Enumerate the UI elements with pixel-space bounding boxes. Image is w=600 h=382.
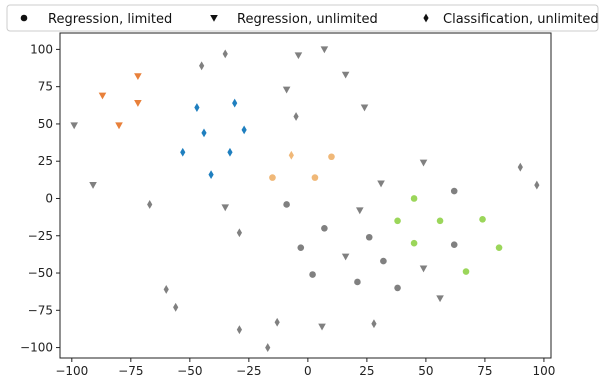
data-point-diamond xyxy=(274,317,280,327)
x-tick-label: −75 xyxy=(118,364,143,378)
y-tick-label: −75 xyxy=(28,303,53,317)
data-point-diamond xyxy=(236,228,243,238)
data-point-circle xyxy=(450,241,458,248)
data-point-circle xyxy=(311,174,319,181)
data-point-triangle-down xyxy=(436,295,444,303)
x-tick-label: 0 xyxy=(304,364,312,378)
y-tick-label: −100 xyxy=(20,341,53,355)
data-point-triangle-down xyxy=(115,122,123,130)
data-point-diamond xyxy=(371,319,377,329)
data-point-circle xyxy=(462,268,470,275)
y-tick-label: −50 xyxy=(28,266,53,280)
data-point-circle xyxy=(321,224,328,232)
legend-label: Regression, limited xyxy=(48,12,172,27)
data-point-diamond xyxy=(147,200,153,209)
data-point-triangle-down xyxy=(320,46,329,54)
data-point-triangle-down xyxy=(70,122,78,130)
data-point-diamond xyxy=(227,147,233,157)
data-point-triangle-down xyxy=(134,73,142,81)
data-point-triangle-down xyxy=(134,100,142,107)
y-tick-label: 50 xyxy=(38,117,53,131)
y-tick-label: 100 xyxy=(30,42,53,56)
data-point-circle xyxy=(354,278,361,286)
data-point-diamond xyxy=(265,343,271,352)
x-axis: −100 −75 −50 −25 0 25 50 75 100 xyxy=(55,358,555,378)
data-point-diamond xyxy=(208,170,214,180)
y-tick-label: 25 xyxy=(38,154,53,168)
data-point-diamond xyxy=(163,285,169,294)
legend-marker-circle xyxy=(20,14,28,22)
data-point-circle xyxy=(410,239,418,247)
data-point-diamond xyxy=(534,180,540,190)
data-point-circle xyxy=(269,174,276,181)
legend-marker-triangle-down xyxy=(210,14,218,22)
data-point-triangle-down xyxy=(89,182,97,189)
data-point-diamond xyxy=(201,128,207,138)
y-tick-label: 0 xyxy=(45,191,53,205)
data-point-triangle-down xyxy=(282,86,291,94)
x-tick-label: −25 xyxy=(236,364,261,378)
data-point-triangle-down xyxy=(341,71,350,79)
data-point-circle xyxy=(410,195,418,202)
data-point-circle xyxy=(450,187,458,195)
data-point-circle xyxy=(495,244,503,251)
x-tick-label: 50 xyxy=(418,364,433,378)
data-point-diamond xyxy=(199,61,205,71)
data-point-diamond xyxy=(173,302,179,312)
data-point-triangle-down xyxy=(341,253,350,261)
data-point-triangle-down xyxy=(377,180,385,188)
data-point-circle xyxy=(394,217,401,225)
data-point-circle xyxy=(328,153,335,161)
plot-frame xyxy=(59,32,552,359)
y-tick-label: 75 xyxy=(38,80,53,94)
data-point-diamond xyxy=(293,112,299,121)
data-point-diamond xyxy=(222,49,228,59)
x-tick-label: 25 xyxy=(359,364,374,378)
x-tick-label: −50 xyxy=(177,364,202,378)
data-point-circle xyxy=(394,284,401,292)
data-point-circle xyxy=(436,217,444,225)
data-point-circle xyxy=(479,216,486,223)
data-point-triangle-down xyxy=(294,52,303,60)
y-axis: −100 −75 −50 −25 0 25 50 75 100 xyxy=(20,42,60,355)
data-point-triangle-down xyxy=(318,323,326,331)
legend: Regression, limited Regression, unlimited… xyxy=(6,4,599,32)
data-point-diamond xyxy=(241,125,247,135)
data-point-diamond xyxy=(288,150,294,160)
data-point-diamond xyxy=(180,147,186,157)
data-point-circle xyxy=(309,271,316,278)
x-tick-label: 100 xyxy=(532,364,555,378)
data-points xyxy=(70,46,540,352)
data-point-triangle-down xyxy=(355,207,364,215)
y-tick-label: −25 xyxy=(28,229,53,243)
data-point-triangle-down xyxy=(419,265,428,273)
data-point-triangle-down xyxy=(98,92,107,100)
data-point-circle xyxy=(283,201,290,208)
data-point-diamond xyxy=(232,98,238,108)
data-point-diamond xyxy=(236,325,243,335)
legend-label: Classification, unlimited xyxy=(443,12,599,27)
legend-marker-diamond xyxy=(423,13,429,23)
data-point-triangle-down xyxy=(419,159,428,167)
data-point-circle xyxy=(297,244,305,251)
data-point-diamond xyxy=(194,103,200,112)
x-tick-label: −100 xyxy=(55,364,88,378)
x-tick-label: 75 xyxy=(477,364,492,378)
data-point-diamond xyxy=(517,162,523,172)
data-point-triangle-down xyxy=(360,104,369,112)
data-point-circle xyxy=(365,233,373,241)
data-point-circle xyxy=(380,257,387,265)
legend-box xyxy=(6,4,599,32)
legend-label: Regression, unlimited xyxy=(237,12,378,27)
data-point-triangle-down xyxy=(221,204,230,212)
